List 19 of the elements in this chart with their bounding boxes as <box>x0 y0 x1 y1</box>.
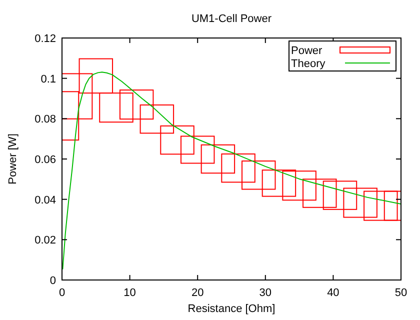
y-tick-label: 0.02 <box>34 234 56 247</box>
x-tick-label: 30 <box>259 287 272 299</box>
y-tick-label: 0.08 <box>34 114 56 126</box>
y-tick-label: 0.1 <box>40 73 56 86</box>
y-tick-label: 0.12 <box>34 33 56 45</box>
x-tick-label: 10 <box>124 287 136 299</box>
y-tick-label: 0.04 <box>34 194 56 206</box>
legend-label: Theory <box>291 58 326 70</box>
y-axis-title: Power [W] <box>7 134 19 184</box>
legend-label: Power <box>291 45 323 57</box>
x-tick-label: 0 <box>58 287 66 299</box>
x-tick-label: 50 <box>394 287 408 299</box>
y-tick-label: 0 <box>50 275 56 287</box>
line-series <box>62 72 401 270</box>
chart-title: UM1-Cell Power <box>191 13 272 25</box>
x-axis-title: Resistance [Ohm] <box>188 303 276 315</box>
y-tick-label: 0.06 <box>34 154 56 166</box>
x-tick-label: 20 <box>191 287 204 299</box>
x-tick-label: 40 <box>327 287 340 299</box>
